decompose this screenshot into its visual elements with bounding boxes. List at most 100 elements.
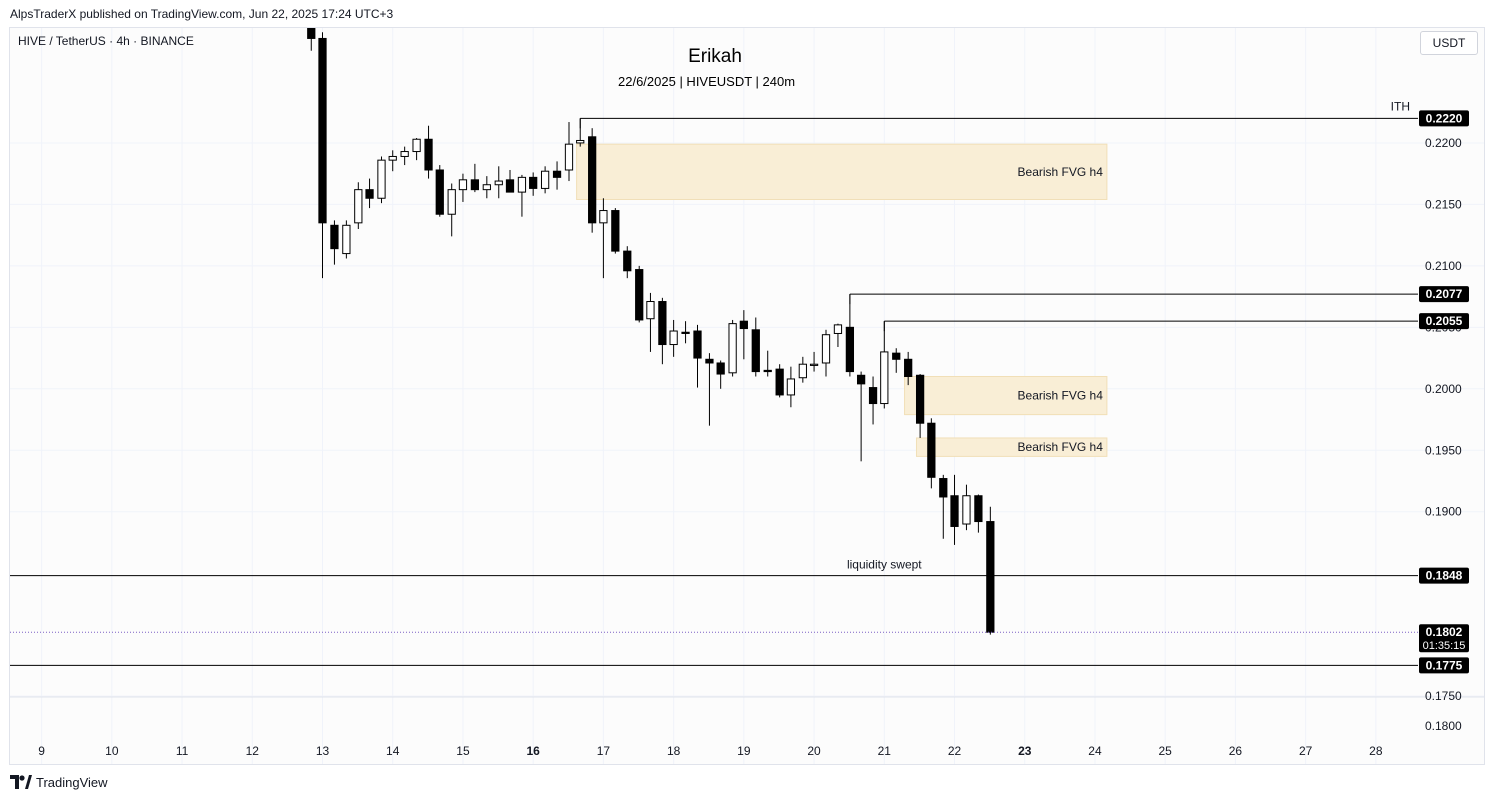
candle-body: [365, 189, 374, 199]
candle-body: [318, 37, 327, 224]
level-note: ITH: [1391, 99, 1410, 113]
candle-body: [728, 323, 737, 374]
x-tick-label: 17: [597, 744, 611, 758]
candle: [552, 161, 562, 190]
candle-body: [751, 329, 760, 373]
y-tick-label: 0.1900: [1425, 505, 1462, 519]
candle: [412, 138, 421, 161]
candle-body: [330, 224, 339, 250]
chart-title: Erikah: [688, 46, 742, 67]
y-tick-label: 0.2200: [1425, 136, 1462, 150]
candle-body: [424, 138, 433, 171]
candle: [974, 494, 983, 533]
candle-body: [716, 362, 725, 375]
candle-body: [307, 28, 316, 39]
price-tag-label: 0.2077: [1426, 287, 1463, 301]
candle-body: [646, 301, 655, 320]
candle-body: [529, 176, 538, 189]
candle: [880, 321, 889, 409]
plot-area: Bearish FVG h4 Bearish FVG h4 Bearish FVG …: [307, 28, 1108, 635]
price-tag: [1419, 110, 1469, 127]
candle-body: [658, 301, 667, 346]
price-tag-label: 0.2055: [1426, 314, 1463, 328]
grid-lines: [10, 28, 1484, 764]
candle: [400, 146, 409, 166]
fvg-zone-label: Bearish FVG h4: [1018, 440, 1104, 454]
candle-body: [681, 331, 690, 334]
candle-body: [693, 330, 702, 359]
candle: [856, 371, 866, 462]
candle-body: [342, 224, 351, 255]
candle-body: [939, 478, 948, 498]
price-tag-label: 0.1802: [1426, 625, 1463, 639]
fvg-zone-rect: [915, 437, 1108, 457]
candle-body: [904, 358, 913, 378]
candle-body: [833, 324, 843, 334]
price-level: 0.1775: [10, 657, 1469, 674]
candle: [962, 484, 971, 531]
currency-selector[interactable]: USDT: [1420, 31, 1478, 55]
candle: [599, 198, 608, 279]
candle-body: [540, 170, 550, 189]
candle: [635, 265, 644, 323]
x-tick-label: 24: [1088, 744, 1102, 758]
candle: [705, 353, 714, 426]
price-tag: [1419, 657, 1469, 674]
candle: [564, 122, 574, 182]
candle: [693, 324, 702, 388]
x-tick-label: 23: [1018, 744, 1032, 758]
candle-body: [494, 180, 503, 186]
level-note: liquidity swept: [847, 558, 922, 572]
candle: [798, 356, 807, 383]
candle: [681, 321, 690, 344]
candle: [739, 310, 748, 360]
candle: [458, 173, 468, 202]
candle-body: [705, 358, 714, 364]
candle: [939, 474, 948, 539]
countdown-label: 01:35:15: [1423, 640, 1466, 652]
candle: [365, 178, 374, 209]
candle: [435, 165, 444, 217]
candle-body: [962, 495, 971, 525]
candle: [482, 176, 491, 199]
candle: [611, 208, 620, 254]
y-tick-label: 0.2000: [1425, 382, 1462, 396]
candle-body: [868, 387, 878, 405]
chart-subtitle: 22/6/2025 | HIVEUSDT | 240m: [618, 74, 795, 89]
candle: [540, 166, 550, 194]
x-tick-label: 12: [246, 744, 260, 758]
candle: [342, 220, 351, 259]
candle-body: [599, 210, 608, 224]
price-tag-label: 0.2220: [1426, 111, 1463, 125]
candle-body: [786, 378, 796, 396]
candle: [330, 220, 339, 265]
candle: [494, 166, 503, 199]
candle-body: [845, 326, 855, 373]
x-tick-label: 9: [38, 744, 45, 758]
candle-body: [798, 363, 807, 379]
candle: [833, 323, 843, 347]
chart-frame: [9, 27, 1485, 765]
candle: [763, 350, 772, 377]
x-tick-label: 10: [105, 744, 119, 758]
fvg-zone: Bearish FVG h4: [904, 376, 1108, 416]
candle: [517, 174, 527, 217]
symbol-info: HIVE / TetherUS · 4h · BINANCE: [18, 34, 194, 48]
tradingview-logo[interactable]: TradingView: [10, 773, 108, 791]
candle: [927, 418, 936, 489]
candle-body: [412, 138, 421, 153]
candle-body: [927, 422, 936, 478]
candle-body: [588, 136, 597, 224]
candle-body: [892, 352, 901, 360]
candle-body: [400, 151, 409, 157]
price-tag: [1419, 624, 1469, 653]
candle: [447, 183, 456, 237]
x-tick-label: 15: [456, 744, 470, 758]
candle-body: [763, 369, 772, 373]
y-tick-label: 0.2150: [1425, 197, 1462, 211]
candle: [354, 182, 363, 229]
candle-body: [635, 269, 644, 321]
fvg-zone-rect: [576, 143, 1108, 200]
